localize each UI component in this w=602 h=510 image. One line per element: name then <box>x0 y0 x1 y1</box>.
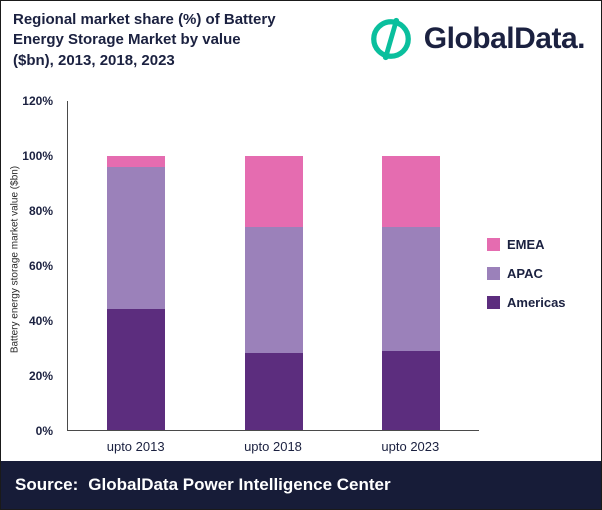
globaldata-logo: GlobalData. <box>368 16 586 62</box>
globaldata-logo-text: GlobalData. <box>423 22 586 55</box>
chart-area: Battery energy storage market value ($bn… <box>1 89 601 463</box>
bar-segment-americas <box>107 309 166 430</box>
x-tick-label: upto 2018 <box>244 439 302 454</box>
legend-item-americas: Americas <box>487 295 566 310</box>
bar-segment-americas <box>244 353 303 430</box>
y-tick-label: 20% <box>28 369 53 383</box>
y-tick-label: 60% <box>28 259 53 273</box>
x-axis-labels: upto 2013 upto 2018 upto 2023 <box>67 439 479 459</box>
x-tick-label: upto 2013 <box>106 439 165 454</box>
legend-swatch <box>487 267 500 280</box>
y-tick-label: 100% <box>22 149 53 163</box>
header: Regional market share (%) of Battery Ene… <box>1 1 601 89</box>
bar-segment-americas <box>381 350 440 430</box>
legend-item-apac: APAC <box>487 266 566 281</box>
legend-swatch <box>487 296 500 309</box>
y-tick-label: 40% <box>28 314 53 328</box>
legend-label: Americas <box>507 295 566 310</box>
bar-upto-2013 <box>107 101 166 430</box>
bar-upto-2023 <box>381 101 440 430</box>
x-tick-label: upto 2023 <box>381 439 440 454</box>
source-text: GlobalData Power Intelligence Center <box>88 475 391 494</box>
legend-label: EMEA <box>507 237 545 252</box>
legend-item-emea: EMEA <box>487 237 566 252</box>
y-axis-ticks: 0% 20% 40% 60% 80% 100% 120% <box>1 94 61 438</box>
y-tick-label: 0% <box>35 424 53 438</box>
bar-segment-apac <box>381 227 440 351</box>
globaldata-logo-icon <box>370 17 411 61</box>
source-label: Source: <box>15 475 79 494</box>
y-tick-label: 120% <box>22 94 53 108</box>
bar-segment-apac <box>107 166 166 310</box>
bar-upto-2018 <box>244 101 303 430</box>
chart-title: Regional market share (%) of Battery Ene… <box>13 11 276 69</box>
source-footer: Source: GlobalData Power Intelligence Ce… <box>1 461 601 509</box>
y-tick-label: 80% <box>28 204 53 218</box>
bar-segment-emea <box>107 155 166 167</box>
bar-segment-emea <box>381 155 440 228</box>
bar-segment-apac <box>244 227 303 354</box>
bar-segment-emea <box>244 155 303 228</box>
plot-area <box>67 101 479 431</box>
legend-label: APAC <box>507 266 543 281</box>
legend-swatch <box>487 238 500 251</box>
legend: EMEA APAC Americas <box>487 237 566 310</box>
